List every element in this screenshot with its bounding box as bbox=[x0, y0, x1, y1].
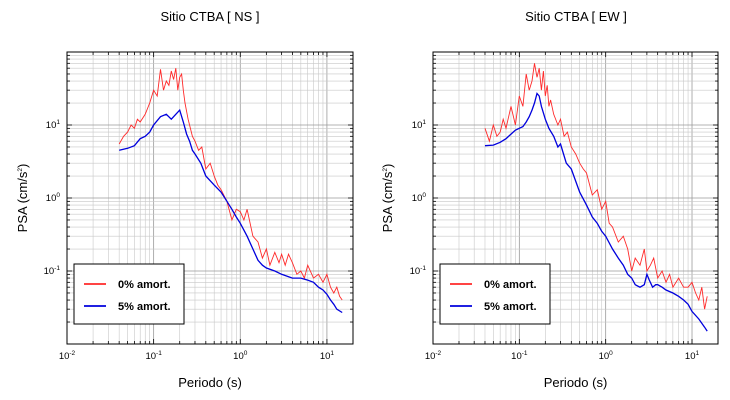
legend-label: 5% amort. bbox=[484, 301, 537, 313]
chart-panel-0: 10-2 10-1 100 101 10-1 100 101 0% amort. 5% amor… bbox=[15, 9, 354, 390]
x-tick-label: 101 bbox=[685, 350, 700, 362]
series-line-red bbox=[484, 63, 708, 310]
x-tick-label: 10-2 bbox=[59, 350, 76, 362]
series-line-red bbox=[118, 68, 343, 301]
legend-label: 0% amort. bbox=[118, 279, 171, 291]
y-axis-label: PSA (cm/s2) bbox=[380, 164, 395, 233]
chart-title: Sitio CTBA [ EW ] bbox=[525, 9, 627, 24]
x-tick-label: 100 bbox=[233, 350, 248, 362]
legend: 0% amort. 5% amort. bbox=[73, 263, 185, 325]
y-tick-label: 101 bbox=[412, 119, 427, 131]
x-tick-label: 10-1 bbox=[511, 350, 528, 362]
chart-panel-1: 10-2 10-1 100 101 10-1 100 101 0% amort. 5% amor… bbox=[380, 9, 719, 390]
x-axis-label: Periodo (s) bbox=[178, 375, 242, 390]
legend-box bbox=[73, 263, 185, 325]
legend-box bbox=[439, 263, 551, 325]
y-axis-label: PSA (cm/s2) bbox=[15, 164, 30, 233]
legend-label: 0% amort. bbox=[484, 279, 537, 291]
y-tick-label: 101 bbox=[46, 119, 61, 131]
x-tick-label: 10-1 bbox=[145, 350, 162, 362]
y-tick-label: 100 bbox=[412, 192, 427, 204]
x-tick-label: 100 bbox=[599, 350, 614, 362]
chart-title: Sitio CTBA [ NS ] bbox=[161, 9, 260, 24]
series-line-blue bbox=[119, 108, 343, 314]
series-line-blue bbox=[484, 92, 708, 332]
y-tick-label: 100 bbox=[46, 192, 61, 204]
y-tick-label: 10-1 bbox=[410, 265, 427, 277]
legend: 0% amort. 5% amort. bbox=[439, 263, 551, 325]
x-tick-label: 10-2 bbox=[425, 350, 442, 362]
y-tick-label: 10-1 bbox=[44, 265, 61, 277]
x-tick-label: 101 bbox=[320, 350, 335, 362]
x-axis-label: Periodo (s) bbox=[544, 375, 608, 390]
legend-label: 5% amort. bbox=[118, 301, 171, 313]
